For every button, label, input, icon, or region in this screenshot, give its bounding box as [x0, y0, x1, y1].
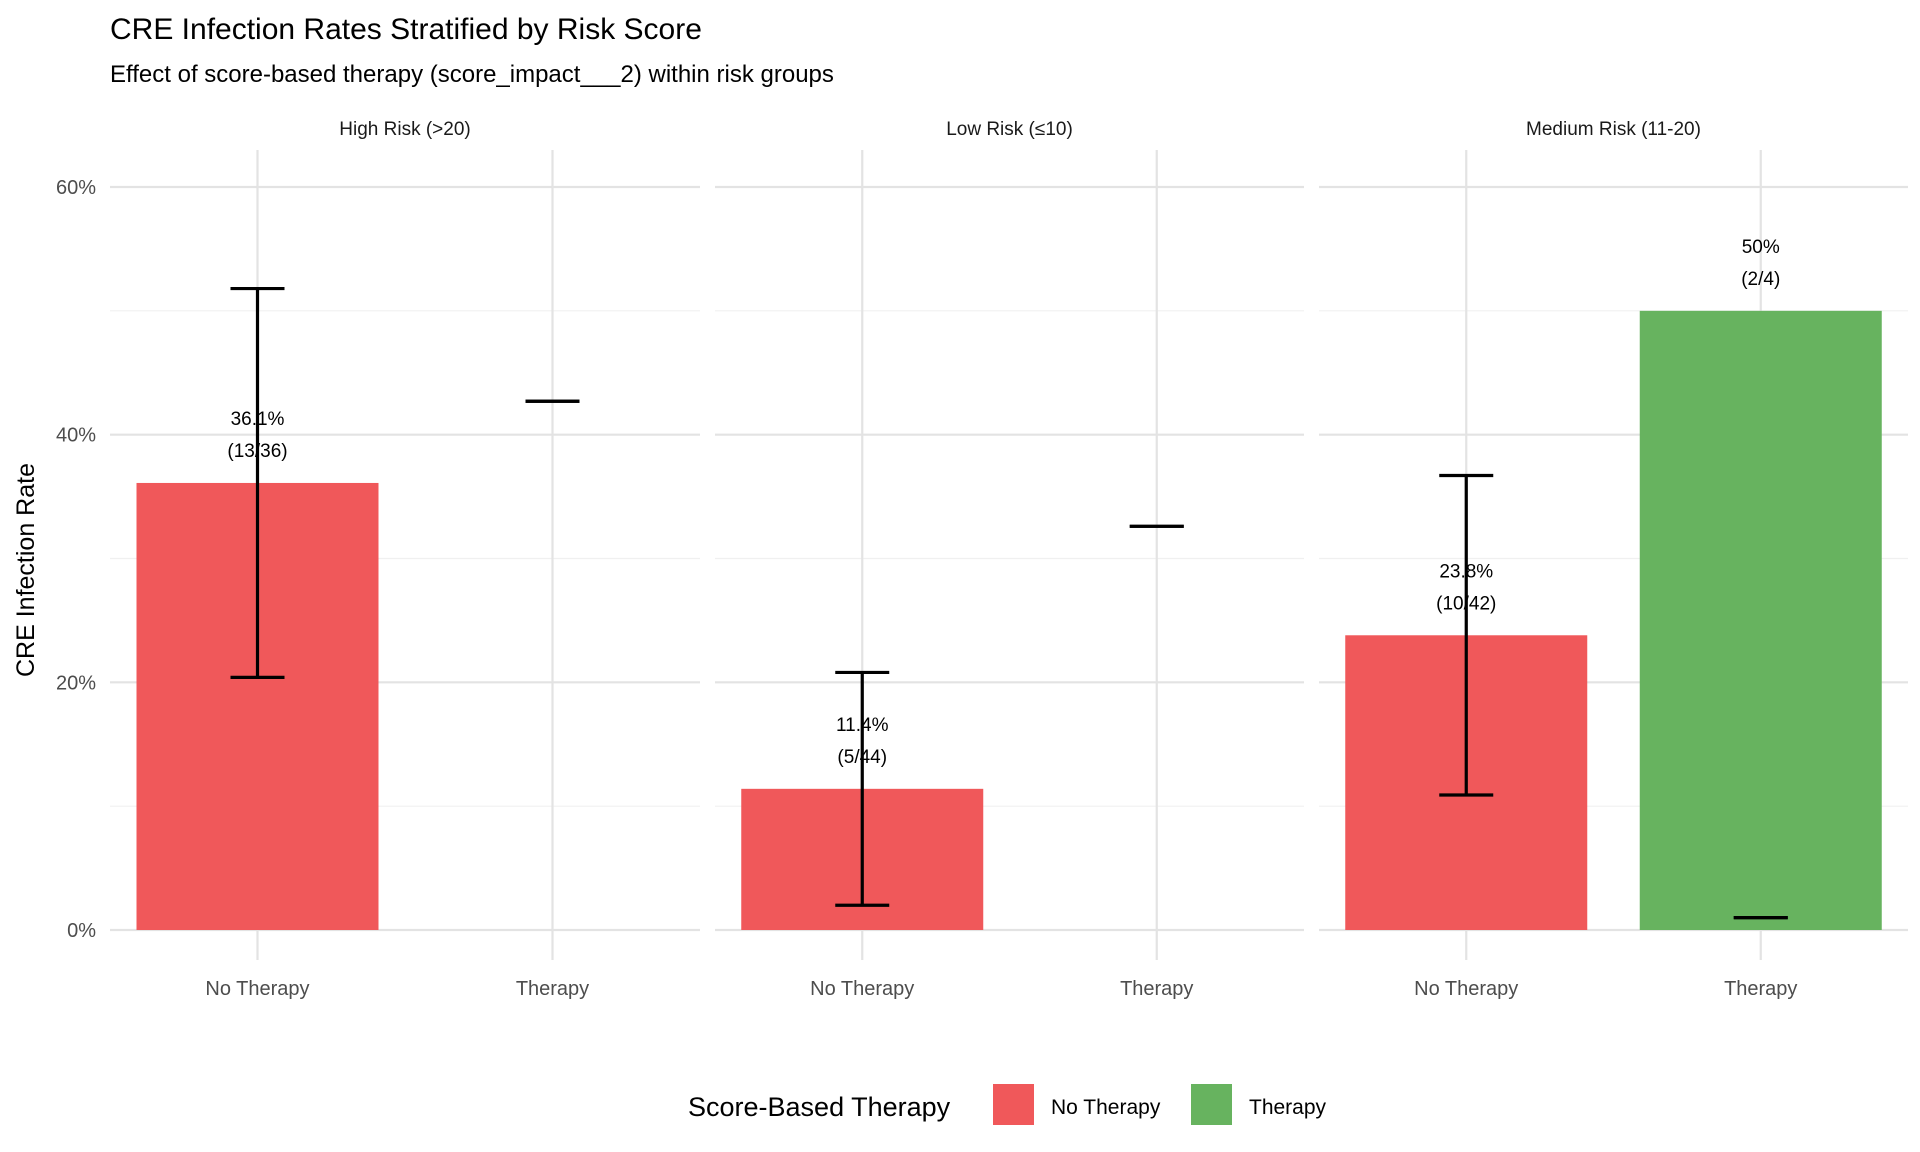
error-bar — [1439, 473, 1494, 797]
data-label-count: (2/4) — [1741, 269, 1780, 290]
y-tick-label: 20% — [56, 672, 96, 694]
data-label-percent: 11.4% — [836, 715, 889, 736]
x-tick-label: No Therapy — [205, 978, 309, 1000]
legend-entry: Therapy — [1191, 1084, 1327, 1125]
y-tick-label: 40% — [56, 425, 96, 447]
x-tick-label: Therapy — [1120, 978, 1193, 1000]
y-axis-label: CRE Infection Rate — [12, 463, 40, 677]
x-tick-label: No Therapy — [810, 978, 914, 1000]
data-label-percent: 36.1% — [231, 409, 285, 430]
legend: Score-Based Therapy No Therapy Therapy — [688, 1084, 1327, 1125]
bar — [1639, 310, 1882, 930]
facet-panel: Low Risk (≤10) 11.4% (5/44) No Therapy Thera… — [715, 119, 1304, 1000]
y-axis: 0% 20% 40% 60% — [56, 177, 96, 942]
data-label-percent: 23.8% — [1439, 561, 1493, 582]
legend-swatch — [1191, 1084, 1232, 1125]
facet-panel: High Risk (>20) 36.1% (13/36) No Therapy The… — [110, 119, 700, 1000]
legend-label: No Therapy — [1051, 1096, 1161, 1119]
x-tick-label: No Therapy — [1414, 978, 1518, 1000]
legend-label: Therapy — [1249, 1096, 1327, 1119]
y-tick-label: 0% — [67, 920, 96, 942]
error-bar — [835, 670, 890, 907]
y-tick-label: 60% — [56, 177, 96, 199]
legend-swatch — [993, 1084, 1034, 1125]
facet-label: Low Risk (≤10) — [946, 119, 1073, 140]
data-label-count: (10/42) — [1436, 593, 1496, 614]
x-tick-label: Therapy — [1724, 978, 1797, 1000]
data-label-count: (5/44) — [837, 747, 887, 768]
data-label-count: (13/36) — [227, 441, 287, 462]
facet-panels: High Risk (>20) 36.1% (13/36) No Therapy The… — [110, 119, 1908, 1000]
legend-title: Score-Based Therapy — [688, 1092, 951, 1122]
chart-subtitle: Effect of score-based therapy (score_imp… — [110, 61, 834, 88]
facet-label: Medium Risk (11-20) — [1526, 119, 1701, 140]
data-label-percent: 50% — [1742, 237, 1780, 258]
legend-entry: No Therapy — [993, 1084, 1161, 1125]
error-bar — [230, 286, 285, 679]
facet-panel: Medium Risk (11-20) 23.8% (10/42) No Therap… — [1319, 119, 1908, 1000]
x-tick-label: Therapy — [516, 978, 589, 1000]
chart-title: CRE Infection Rates Stratified by Risk S… — [110, 13, 702, 46]
facet-label: High Risk (>20) — [339, 119, 470, 140]
